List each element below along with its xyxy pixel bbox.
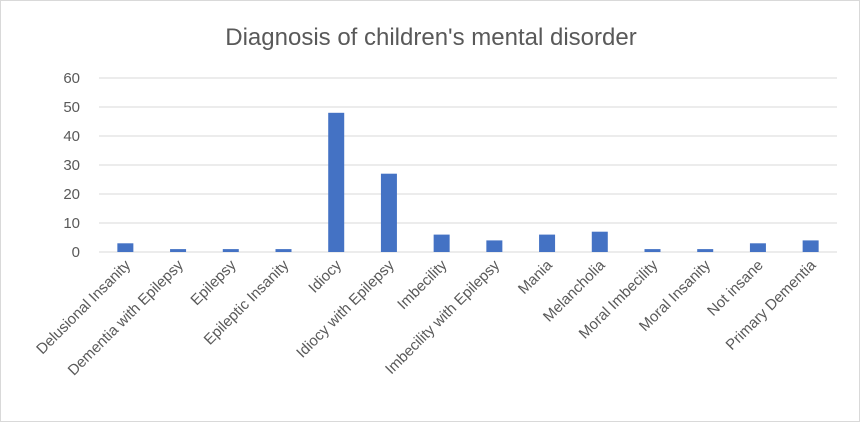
y-axis: 0 10 20 30 40 50 60 <box>63 70 80 261</box>
y-tick-label: 10 <box>63 215 80 232</box>
bar <box>486 240 503 252</box>
bar <box>749 243 766 252</box>
bar <box>644 249 661 252</box>
bar <box>433 234 450 252</box>
y-tick-label: 40 <box>63 128 80 145</box>
x-category-label: Delusional Insanity <box>33 256 134 357</box>
bar <box>275 249 292 252</box>
bar <box>802 240 819 252</box>
bar <box>539 234 556 252</box>
bar <box>222 249 239 252</box>
x-category-label: Epilepsy <box>187 256 239 308</box>
y-tick-label: 0 <box>72 244 80 261</box>
y-tick-label: 30 <box>63 157 80 174</box>
y-tick-label: 50 <box>63 99 80 116</box>
bar <box>697 249 714 252</box>
bar <box>380 173 397 252</box>
gridlines <box>99 77 837 253</box>
x-category-label: Primary Dementia <box>723 256 820 353</box>
bars <box>117 112 819 252</box>
x-category-label: Idiocy with Epilepsy <box>293 256 398 361</box>
bar <box>328 112 345 252</box>
x-category-label: Mania <box>515 256 556 297</box>
x-category-label: Idiocy <box>305 256 345 296</box>
bar <box>591 231 608 252</box>
bar <box>170 249 187 252</box>
y-tick-label: 60 <box>63 70 80 87</box>
y-tick-label: 20 <box>63 186 80 203</box>
chart-title: Diagnosis of children's mental disorder <box>225 24 636 51</box>
bar <box>117 243 134 252</box>
